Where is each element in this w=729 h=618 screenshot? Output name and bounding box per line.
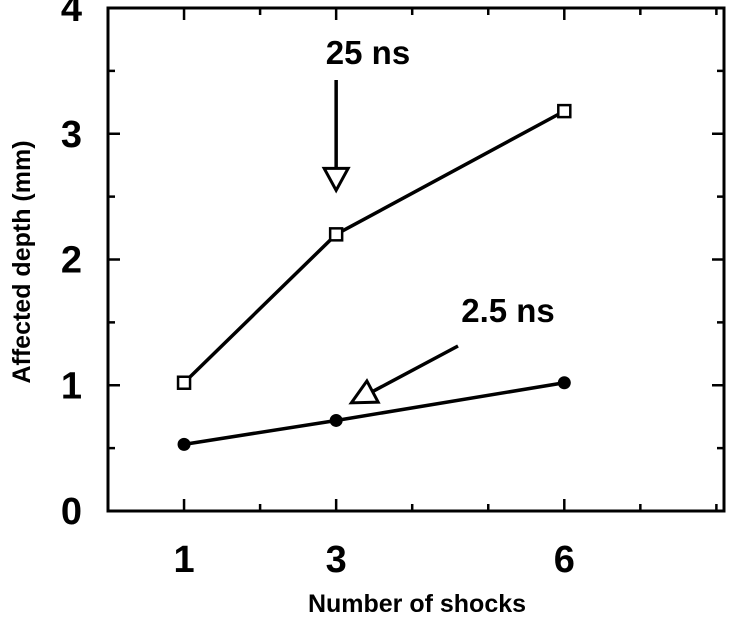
- y-tick-label: 1: [61, 365, 82, 407]
- tick-labels: 0 1 2 3 4 1 3 6: [61, 0, 575, 581]
- series-line: [182, 109, 566, 384]
- annotation-25ns-label: 25 ns: [326, 34, 410, 71]
- plot-frame: [106, 6, 726, 513]
- y-tick-label: 0: [61, 491, 82, 533]
- x-tick-label: 3: [326, 539, 347, 581]
- y-axis-title: Affected depth (mm): [8, 140, 36, 383]
- x-axis-title: Number of shocks: [308, 590, 526, 618]
- annotation-2-5ns-arrow-head: [348, 378, 381, 405]
- data-point-square: [176, 375, 192, 390]
- y-tick-label: 3: [61, 114, 82, 156]
- data-point-square: [328, 227, 344, 242]
- annotation-25ns-arrow-head: [321, 166, 351, 194]
- data-point-circle: [329, 413, 343, 427]
- series-layer: [176, 103, 572, 451]
- x-tick-label: 6: [554, 539, 575, 581]
- data-point-circle: [557, 376, 571, 390]
- y-tick-label: 2: [61, 240, 82, 282]
- data-point-circle: [177, 437, 191, 451]
- x-tick-label: 1: [173, 539, 194, 581]
- data-point-square: [557, 103, 572, 119]
- annotations: 25 ns 2.5 ns: [321, 34, 555, 405]
- annotation-2-5ns-label: 2.5 ns: [461, 292, 555, 329]
- annotation-2-5ns-arrow-shaft: [371, 344, 459, 394]
- y-tick-label: 4: [61, 0, 82, 30]
- axis-ticks: [108, 8, 724, 511]
